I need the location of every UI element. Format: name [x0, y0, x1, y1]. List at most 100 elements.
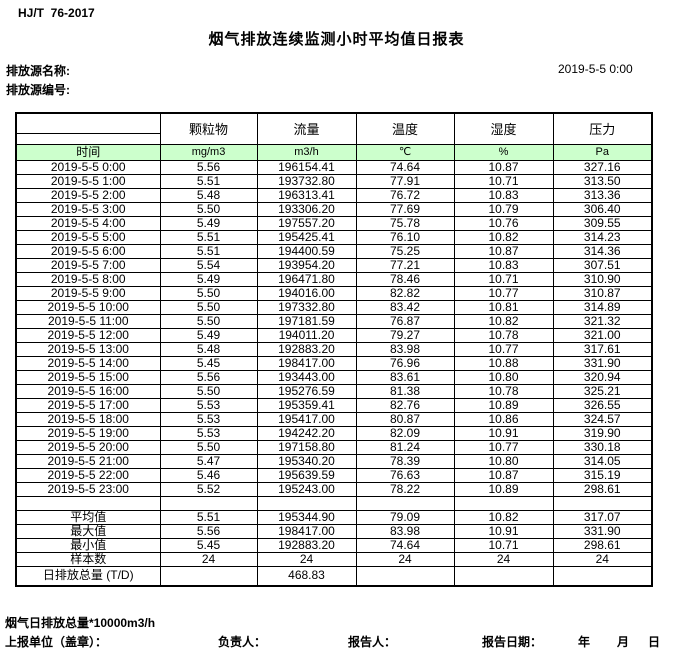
value-cell: 5.49	[159, 328, 258, 343]
value-cell: 5.51	[159, 244, 258, 259]
value-cell: 83.98	[355, 342, 455, 357]
value-cell: 5.53	[159, 412, 258, 427]
value-cell: 315.19	[552, 468, 653, 483]
value-cell: 194242.20	[256, 426, 357, 441]
row-label-cell: 2019-5-5 6:00	[15, 244, 161, 259]
value-cell: 314.36	[552, 244, 653, 259]
col-header-flow: 流量	[256, 112, 357, 145]
summary-row: 最大值 5.56 198417.00 83.98 10.91 331.90	[15, 524, 653, 539]
hourly-row: 2019-5-5 12:00 5.49 194011.20 79.27 10.78 321…	[15, 328, 653, 343]
row-label-cell: 2019-5-5 11:00	[15, 314, 161, 329]
value-cell: 10.82	[453, 314, 554, 329]
value-cell: 5.45	[159, 356, 258, 371]
unit-humidity: %	[453, 144, 554, 161]
summary-row: 样本数 24 24 24 24 24	[15, 552, 653, 567]
value-cell: 10.87	[453, 160, 554, 175]
value-cell: 5.50	[159, 300, 258, 315]
value-cell: 326.55	[552, 398, 653, 413]
month-label: 月	[617, 635, 630, 649]
value-cell: 321.00	[552, 328, 653, 343]
value-cell: 83.98	[355, 524, 455, 539]
value-cell: 327.16	[552, 160, 653, 175]
value-cell: 78.46	[355, 272, 455, 287]
hourly-row: 2019-5-5 17:00 5.53 195359.41 82.76 10.89 326…	[15, 398, 653, 413]
value-cell: 24	[256, 552, 357, 567]
value-cell: 10.78	[453, 384, 554, 399]
row-label-cell: 2019-5-5 21:00	[15, 454, 161, 469]
value-cell: 5.53	[159, 426, 258, 441]
value-cell: 197557.20	[256, 216, 357, 231]
row-label-cell: 2019-5-5 22:00	[15, 468, 161, 483]
hourly-row: 2019-5-5 6:00 5.51 194400.59 75.25 10.87 314.…	[15, 244, 653, 259]
hourly-row: 2019-5-5 11:00 5.50 197181.59 76.87 10.82 321…	[15, 314, 653, 329]
row-label-cell: 2019-5-5 7:00	[15, 258, 161, 273]
value-cell: 310.90	[552, 272, 653, 287]
value-cell: 10.78	[453, 328, 554, 343]
row-label-cell: 2019-5-5 18:00	[15, 412, 161, 427]
value-cell: 5.45	[159, 538, 258, 553]
value-cell: 5.47	[159, 454, 258, 469]
value-cell: 195243.00	[256, 482, 357, 497]
value-cell: 331.90	[552, 524, 653, 539]
value-cell: 10.87	[453, 244, 554, 259]
value-cell: 198417.00	[256, 356, 357, 371]
value-cell: 10.80	[453, 370, 554, 385]
value-cell	[159, 566, 258, 586]
value-cell: 10.88	[453, 356, 554, 371]
row-label-cell: 2019-5-5 14:00	[15, 356, 161, 371]
value-cell: 80.87	[355, 412, 455, 427]
row-label-cell: 日排放总量 (T/D)	[15, 566, 161, 586]
value-cell: 193732.80	[256, 174, 357, 189]
value-cell: 81.24	[355, 440, 455, 455]
hourly-row: 2019-5-5 19:00 5.53 194242.20 82.09 10.91 319…	[15, 426, 653, 441]
value-cell	[159, 496, 258, 511]
value-cell: 5.46	[159, 468, 258, 483]
header-empty-cell-bottom	[15, 133, 161, 145]
value-cell: 195344.90	[256, 510, 357, 525]
value-cell: 10.86	[453, 412, 554, 427]
value-cell: 193443.00	[256, 370, 357, 385]
value-cell: 10.87	[453, 468, 554, 483]
row-label-cell: 2019-5-5 9:00	[15, 286, 161, 301]
row-label-cell: 2019-5-5 4:00	[15, 216, 161, 231]
summary-row: 平均值 5.51 195344.90 79.09 10.82 317.07	[15, 510, 653, 525]
value-cell: 306.40	[552, 202, 653, 217]
col-header-pressure: 压力	[552, 112, 653, 145]
value-cell: 317.07	[552, 510, 653, 525]
value-cell: 192883.20	[256, 342, 357, 357]
value-cell: 197181.59	[256, 314, 357, 329]
value-cell: 74.64	[355, 160, 455, 175]
row-label-cell: 2019-5-5 5:00	[15, 230, 161, 245]
value-cell: 10.77	[453, 440, 554, 455]
value-cell: 193306.20	[256, 202, 357, 217]
value-cell: 196471.80	[256, 272, 357, 287]
hourly-row: 2019-5-5 5:00 5.51 195425.41 76.10 10.82 314.…	[15, 230, 653, 245]
value-cell: 10.77	[453, 342, 554, 357]
hourly-row: 2019-5-5 22:00 5.46 195639.59 76.63 10.87 315…	[15, 468, 653, 483]
col-header-particulate: 颗粒物	[159, 112, 258, 145]
value-cell: 10.71	[453, 174, 554, 189]
row-label-cell: 2019-5-5 13:00	[15, 342, 161, 357]
value-cell: 10.76	[453, 216, 554, 231]
value-cell: 314.05	[552, 454, 653, 469]
source-id-label: 排放源编号:	[6, 83, 70, 97]
value-cell: 195639.59	[256, 468, 357, 483]
value-cell: 298.61	[552, 482, 653, 497]
value-cell: 10.89	[453, 482, 554, 497]
hourly-row: 2019-5-5 1:00 5.51 193732.80 77.91 10.71 313.…	[15, 174, 653, 189]
value-cell: 74.64	[355, 538, 455, 553]
value-cell	[355, 496, 455, 511]
value-cell: 76.96	[355, 356, 455, 371]
row-label-cell: 2019-5-5 8:00	[15, 272, 161, 287]
value-cell: 195359.41	[256, 398, 357, 413]
value-cell: 77.91	[355, 174, 455, 189]
value-cell: 196154.41	[256, 160, 357, 175]
value-cell: 313.36	[552, 188, 653, 203]
value-cell: 5.49	[159, 272, 258, 287]
row-label-cell: 2019-5-5 20:00	[15, 440, 161, 455]
value-cell: 5.49	[159, 216, 258, 231]
value-cell: 194016.00	[256, 286, 357, 301]
reporter-label: 报告人：	[348, 635, 397, 649]
hourly-row: 2019-5-5 8:00 5.49 196471.80 78.46 10.71 310.…	[15, 272, 653, 287]
value-cell: 468.83	[256, 566, 357, 586]
